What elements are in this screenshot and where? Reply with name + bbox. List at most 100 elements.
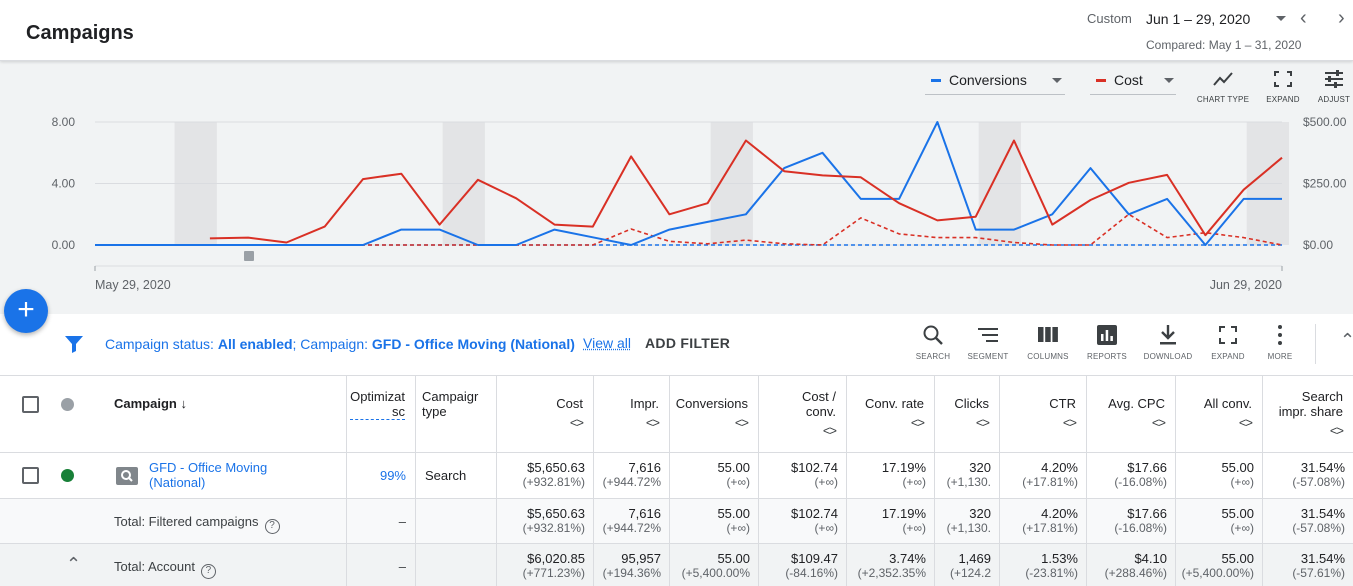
search-button[interactable]: SEARCH: [913, 324, 953, 361]
chevron-right-icon[interactable]: ›: [1338, 7, 1345, 29]
optimization-score-cell: –: [346, 499, 415, 543]
segment-button[interactable]: SEGMENT: [966, 324, 1010, 361]
sort-arrows-icon[interactable]: <>: [822, 423, 837, 438]
campaign-column-header[interactable]: Campaign ↓: [114, 396, 187, 411]
annotation-marker: [244, 251, 254, 261]
cell-change: (+∞): [726, 521, 750, 535]
select-all-checkbox[interactable]: [22, 396, 39, 413]
view-all-link[interactable]: View all: [583, 335, 631, 351]
metric-selector-conversions[interactable]: Conversions: [925, 69, 1065, 95]
create-new-fab[interactable]: +: [4, 289, 48, 333]
cell-value: 320: [969, 460, 991, 475]
total-account-label: Total: Account?: [114, 559, 216, 579]
table-row[interactable]: GFD - Office Moving (National) 99% Search…: [0, 453, 1353, 499]
conv-rate-header[interactable]: Conv. rate <>: [846, 376, 934, 452]
filter-icon[interactable]: [64, 334, 84, 354]
chart-adjust-button[interactable]: ADJUST: [1314, 69, 1353, 104]
avg-cpc-cell: $17.66 (-16.08%): [1086, 499, 1175, 543]
cell-change: (+∞): [1230, 475, 1254, 489]
cell-value: 55.00: [717, 506, 750, 521]
conversions-cell: 55.00 (+5,400.00%: [669, 544, 758, 586]
campaign-name-link[interactable]: GFD - Office Moving (National): [149, 460, 267, 490]
add-filter-button[interactable]: ADD FILTER: [645, 335, 731, 351]
header-line: conv.: [805, 404, 836, 419]
cell-value: 55.00: [717, 460, 750, 475]
impressions-header[interactable]: Impr. <>: [593, 376, 669, 452]
more-button[interactable]: MORE: [1262, 324, 1298, 361]
cell-value: 31.54%: [1300, 460, 1345, 475]
chevron-left-icon[interactable]: ‹: [1300, 7, 1307, 29]
clicks-cell: 1,469 (+124.2: [934, 544, 999, 586]
cost-cell: $6,020.85 (+771.23%): [496, 544, 593, 586]
cell-change: (-16.08%): [1114, 475, 1167, 489]
enabled-status-icon[interactable]: [61, 469, 74, 482]
series-line: [209, 139, 1283, 244]
cell-value: 17.19%: [881, 460, 926, 475]
cell-value: $102.74: [791, 460, 838, 475]
chart-type-button[interactable]: CHART TYPE: [1196, 69, 1250, 104]
page-header: Campaigns Custom Jun 1 – 29, 2020 ‹ › Co…: [0, 0, 1353, 61]
download-button[interactable]: DOWNLOAD: [1142, 324, 1194, 361]
columns-tool-label: COLUMNS: [1027, 352, 1069, 361]
toolbar-divider: [1315, 324, 1316, 364]
total-filtered-row: Total: Filtered campaigns? – $5,650.63 (+…: [0, 499, 1353, 544]
all-conv-cell: 55.00 (+5,400.00%): [1175, 544, 1262, 586]
cost-per-conv-header[interactable]: Cost / conv. <>: [758, 376, 846, 452]
sort-arrows-icon[interactable]: <>: [569, 415, 584, 430]
campaign-header-label: Campaign: [114, 396, 177, 411]
sort-arrows-icon[interactable]: <>: [645, 415, 660, 430]
chevron-up-icon[interactable]: ⌃: [66, 554, 82, 574]
optimization-score-cell[interactable]: 99%: [346, 453, 415, 498]
sort-arrows-icon[interactable]: <>: [910, 415, 925, 430]
optimization-score-value: 99%: [379, 468, 406, 483]
header-label: Clicks: [954, 396, 989, 411]
cost-header[interactable]: Cost <>: [496, 376, 593, 452]
search-impr-share-header[interactable]: Search impr. share <>: [1262, 376, 1353, 452]
row-checkbox[interactable]: [22, 467, 39, 484]
date-range-dropdown-icon[interactable]: [1276, 16, 1286, 21]
sort-arrows-icon[interactable]: <>: [734, 415, 749, 430]
conversions-header[interactable]: Conversions <>: [669, 376, 758, 452]
sort-arrows-icon[interactable]: <>: [1238, 415, 1253, 430]
cell-change: (+944.72%: [602, 521, 661, 535]
all-conv-header[interactable]: All conv. <>: [1175, 376, 1262, 452]
x-start-label: May 29, 2020: [95, 278, 171, 292]
chart-expand-button[interactable]: EXPAND: [1263, 69, 1303, 104]
header-line: Campaigr: [422, 389, 479, 404]
date-range-type-label: Custom: [1087, 11, 1132, 26]
cell-change: (+17.81%): [1022, 475, 1078, 489]
sort-arrows-icon[interactable]: <>: [975, 415, 990, 430]
sort-arrows-icon[interactable]: <>: [1151, 415, 1166, 430]
status-header-dot[interactable]: [61, 398, 74, 411]
cell-value: 31.54%: [1300, 506, 1345, 521]
fullscreen-icon: [1219, 326, 1237, 344]
cell-value: 3.74%: [889, 551, 926, 566]
help-icon[interactable]: ?: [200, 564, 216, 579]
reports-button[interactable]: REPORTS: [1085, 324, 1129, 361]
performance-chart-panel: 8.00 $500.00 4.00 $250.00 0.00 $0.00 May 29, 2…: [0, 61, 1353, 314]
chevron-up-icon[interactable]: ⌃: [1340, 330, 1353, 350]
optimization-score-header[interactable]: Optimizat sc: [346, 376, 415, 452]
cell-value: 31.54%: [1300, 551, 1345, 566]
cell-change: (+1,130.: [946, 475, 991, 489]
table-expand-label: EXPAND: [1211, 352, 1245, 361]
header-label: Cost: [556, 396, 583, 411]
empty-value: –: [398, 514, 406, 529]
sort-arrows-icon[interactable]: <>: [1062, 415, 1077, 430]
more-tool-label: MORE: [1267, 352, 1293, 361]
table-expand-button[interactable]: EXPAND: [1207, 324, 1249, 361]
sort-arrows-icon[interactable]: <>: [1329, 423, 1344, 438]
clicks-header[interactable]: Clicks <>: [934, 376, 999, 452]
avg-cpc-header[interactable]: Avg. CPC <>: [1086, 376, 1175, 452]
ctr-header[interactable]: CTR <>: [999, 376, 1086, 452]
columns-button[interactable]: COLUMNS: [1026, 324, 1070, 361]
cell-value: $17.66: [1127, 506, 1167, 521]
clicks-cell: 320 (+1,130.: [934, 453, 999, 498]
cell-value: 55.00: [1221, 506, 1254, 521]
help-icon[interactable]: ?: [264, 519, 280, 534]
metric-selector-cost[interactable]: Cost: [1090, 69, 1176, 95]
y-right-tick-label: $0.00: [1303, 238, 1333, 252]
campaign-type-header[interactable]: Campaigr type: [415, 376, 496, 452]
date-range-picker[interactable]: Jun 1 – 29, 2020: [1146, 11, 1251, 27]
active-filter-chip[interactable]: Campaign status: All enabled; Campaign: …: [105, 336, 575, 352]
